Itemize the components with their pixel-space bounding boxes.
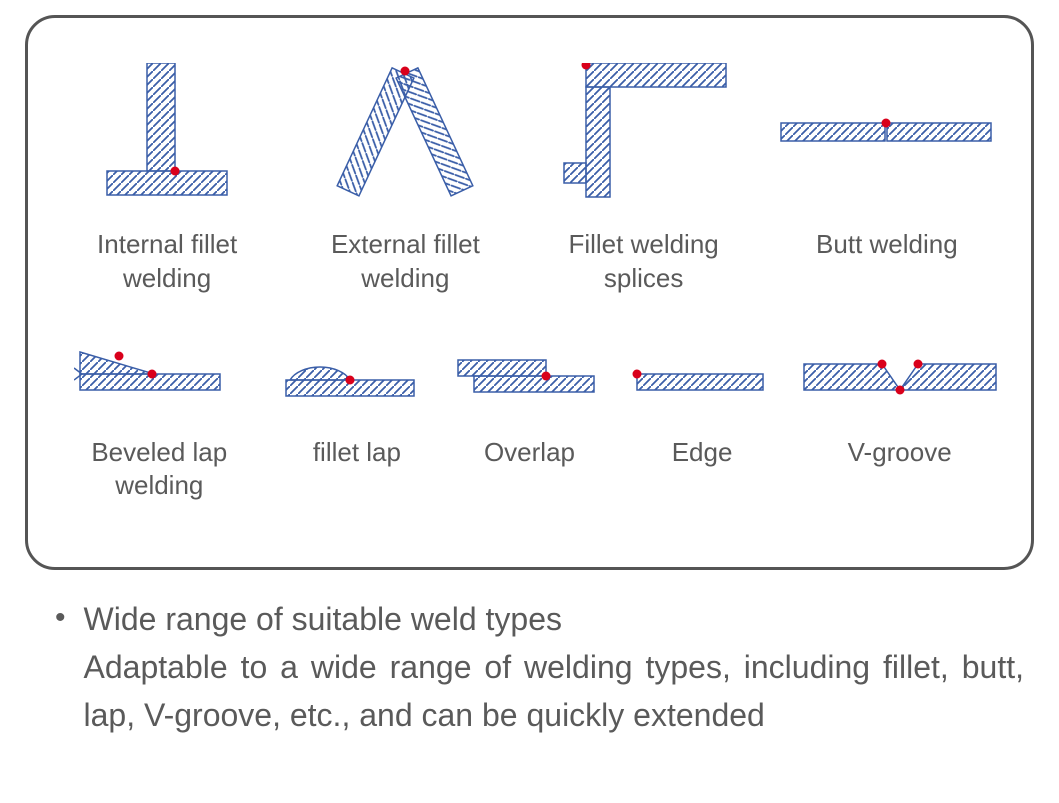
weld-label-beveled-lap: Beveled lap welding [59, 436, 259, 504]
weld-figure-internal-fillet [97, 58, 237, 198]
weld-label-butt: Butt welding [816, 228, 958, 262]
weld-figure-external-fillet [315, 58, 495, 198]
weld-item-overlap: Overlap [454, 336, 604, 470]
weld-figure-beveled-lap [74, 336, 244, 406]
weld-label-internal-fillet: Internal fillet welding [62, 228, 272, 296]
weld-item-fillet-lap: fillet lap [282, 336, 432, 470]
weld-item-vgroove: V-groove [800, 336, 1000, 470]
weld-figure-overlap [454, 336, 604, 406]
bullet-text: Wide range of suitable weld types Adapta… [84, 595, 1024, 739]
weld-figure-fillet-lap [282, 336, 432, 406]
description-section: • Wide range of suitable weld types Adap… [25, 595, 1034, 739]
weld-item-external-fillet: External fillet welding [300, 58, 510, 296]
weld-row-2: Beveled lap welding fillet l [48, 336, 1011, 504]
weld-label-vgroove: V-groove [848, 436, 952, 470]
weld-label-external-fillet: External fillet welding [300, 228, 510, 296]
weld-figure-vgroove [800, 336, 1000, 406]
weld-item-edge: Edge [627, 336, 777, 470]
weld-label-fillet-lap: fillet lap [313, 436, 401, 470]
weld-label-edge: Edge [672, 436, 733, 470]
weld-item-butt: Butt welding [777, 58, 997, 262]
weld-figure-butt [777, 58, 997, 198]
weld-item-beveled-lap: Beveled lap welding [59, 336, 259, 504]
bullet-body: Adaptable to a wide range of welding typ… [84, 649, 1024, 733]
diagram-panel: Internal fillet welding [25, 15, 1034, 570]
weld-figure-fillet-splices [554, 58, 734, 198]
bullet-item: • Wide range of suitable weld types Adap… [55, 595, 1024, 739]
bullet-title: Wide range of suitable weld types [84, 595, 1024, 643]
weld-figure-edge [627, 336, 777, 406]
weld-row-1: Internal fillet welding [48, 58, 1011, 296]
weld-label-overlap: Overlap [484, 436, 575, 470]
weld-item-internal-fillet: Internal fillet welding [62, 58, 272, 296]
bullet-dot-icon: • [55, 595, 66, 640]
weld-item-fillet-splices: Fillet welding splices [539, 58, 749, 296]
weld-label-fillet-splices: Fillet welding splices [539, 228, 749, 296]
